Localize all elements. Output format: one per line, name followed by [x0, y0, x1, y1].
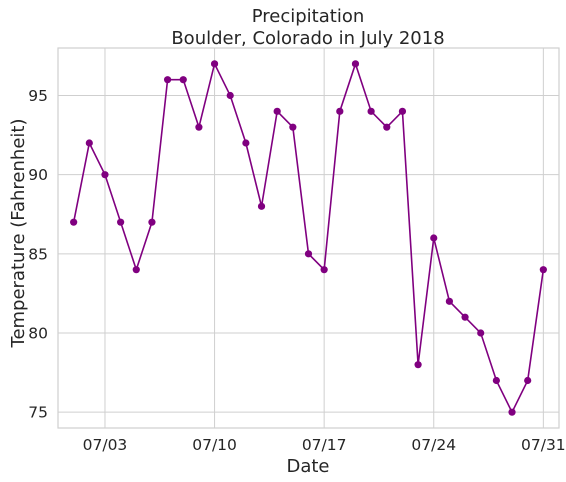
data-point: [257, 202, 266, 210]
data-point: [85, 139, 93, 147]
y-tick-label: 75: [28, 404, 48, 422]
data-point: [195, 123, 203, 131]
data-point: [336, 107, 344, 115]
data-point: [70, 218, 78, 226]
series-group: [70, 60, 547, 416]
data-point: [477, 329, 485, 337]
data-point: [492, 376, 500, 385]
plot-frame: [57, 47, 560, 429]
y-tick-label: 80: [28, 325, 48, 343]
data-point: [524, 376, 532, 385]
data-point: [273, 107, 281, 115]
x-axis-label: Date: [286, 456, 329, 477]
data-point: [289, 123, 297, 131]
data-point: [414, 361, 422, 369]
data-point: [320, 266, 328, 274]
data-point: [383, 123, 391, 131]
x-tick-label: 07/31: [521, 436, 566, 454]
data-point: [210, 60, 219, 68]
data-point: [242, 139, 250, 147]
data-point: [508, 408, 516, 416]
y-tick-label: 95: [28, 87, 48, 105]
grid: [58, 48, 559, 428]
y-tick-label: 85: [28, 245, 48, 263]
chart-subtitle: Boulder, Colorado in July 2018: [171, 28, 444, 49]
data-point: [461, 313, 469, 321]
data-point: [148, 218, 156, 226]
y-axis-label: Temperature (Fahrenheit): [8, 119, 29, 349]
chart-title: Precipitation: [252, 6, 365, 27]
y-tick-label: 90: [28, 166, 48, 184]
data-point: [101, 171, 109, 179]
data-point: [539, 266, 547, 274]
data-point: [163, 76, 172, 84]
x-tick-label: 07/10: [192, 436, 237, 454]
data-point: [132, 266, 140, 274]
data-point: [398, 107, 407, 115]
tick-labels: 75 80 85 90 95 07/03 07/10 07/17 07/24 07/31: [28, 87, 565, 454]
x-tick-label: 07/24: [411, 436, 456, 454]
data-point: [430, 234, 438, 242]
data-point: [179, 76, 187, 84]
data-point: [304, 250, 313, 258]
data-point: [367, 107, 375, 115]
data-point: [226, 91, 234, 100]
x-tick-label: 07/03: [83, 436, 128, 454]
data-point: [117, 218, 125, 226]
series-line: [72, 61, 545, 414]
data-point: [351, 60, 360, 68]
x-tick-label: 07/17: [302, 436, 347, 454]
data-point: [445, 297, 454, 305]
